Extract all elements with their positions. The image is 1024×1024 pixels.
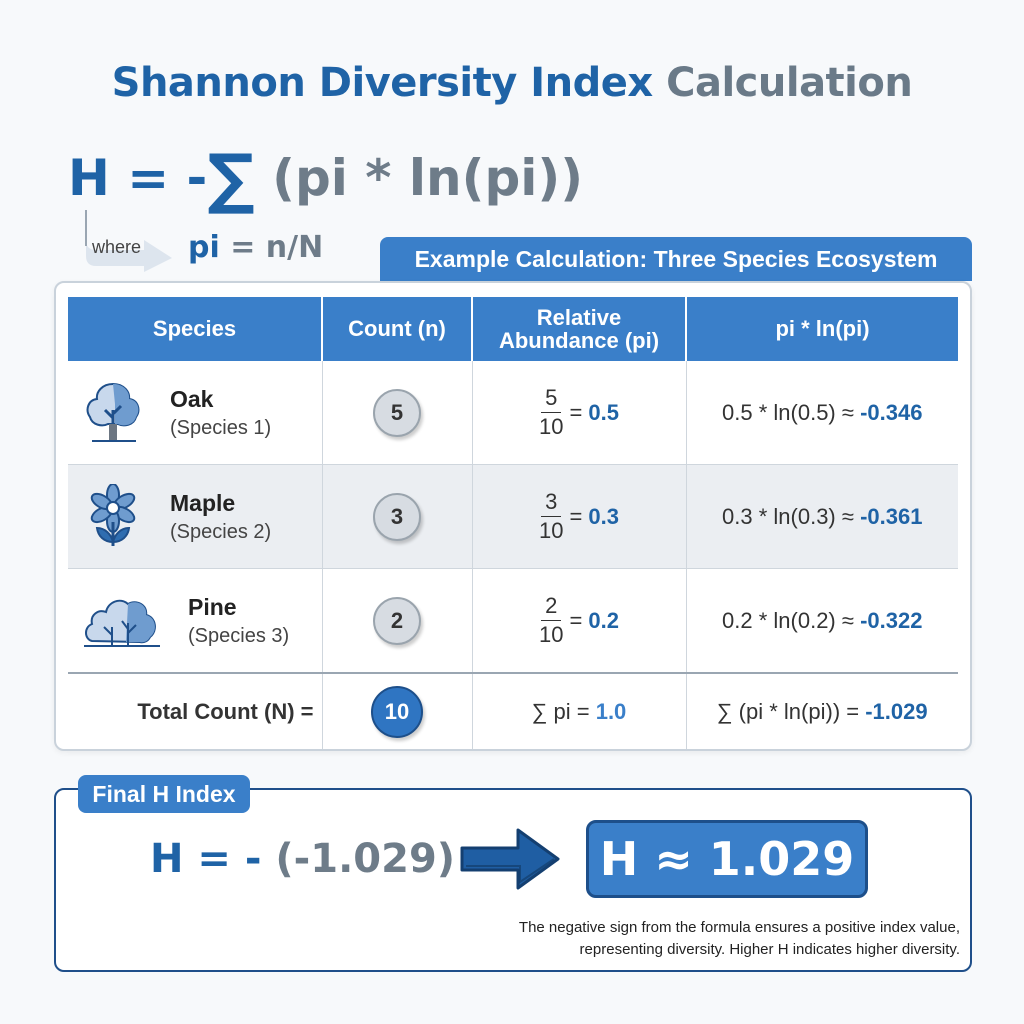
species-sublabel: (Species 2) [170,520,272,543]
calculation-table: Species Count (n) Relative Abundance (pi… [68,297,958,749]
count-badge: 5 [373,388,421,437]
title-secondary: Calculation [666,60,913,106]
header-product: pi * ln(pi) [686,297,958,361]
where-label: where [92,237,142,257]
species-cell: Oak (Species 1) [68,361,323,465]
product-value: -0.322 [860,607,923,633]
right-arrow-icon [460,828,560,890]
count-badge: 2 [373,596,421,645]
fraction: 3 10 [539,488,563,545]
fraction: 2 10 [539,592,563,649]
abundance-cell: 3 10 = 0.3 [472,464,687,569]
total-count-badge: 10 [371,685,423,738]
species-name: Oak [170,385,214,412]
title-main: Shannon Diversity Index [111,60,654,106]
fraction: 5 10 [539,384,563,441]
pi-definition-rhs: = n/N [219,230,324,265]
pi-value: 0.2 [588,607,620,633]
pi-sum-value: 1.0 [595,698,627,724]
fraction-numerator: 5 [541,384,562,413]
product-sum-label: ∑ (pi * ln(pi)) = [716,698,866,724]
fraction-denominator: 10 [538,414,564,439]
final-eq-lhs: H = - [150,836,276,882]
final-result-box: H ≈ 1.029 [586,820,868,898]
tree-icon [86,382,140,442]
total-label: Total Count (N) = [68,672,323,749]
abundance-cell: 2 10 = 0.2 [472,568,687,674]
note-line-1: The negative sign from the formula ensur… [518,919,960,936]
pi-sum-label: ∑ pi = [531,698,596,724]
table-row: Oak (Species 1) 5 5 10 = 0.5 0.5 * ln(0.5)… [68,361,958,465]
flower-icon [90,483,136,546]
note-line-2: representing diversity. Higher H indicat… [579,940,960,958]
pi-sum-cell: ∑ pi = 1.0 [472,672,687,749]
pi-symbol: pi [188,230,220,265]
example-title-tab: Example Calculation: Three Species Ecosy… [380,237,972,281]
species-name: Maple [170,489,236,516]
equals-sign: = 0.2 [569,607,620,633]
total-count-cell: 10 [322,672,473,749]
fraction-numerator: 2 [541,592,562,621]
table-header-row: Species Count (n) Relative Abundance (pi… [68,297,958,361]
product-value: -0.361 [860,503,923,529]
formula-lhs: H = - [68,149,208,207]
header-species: Species [68,297,323,361]
final-equation: H = - (-1.029) [150,836,455,882]
fraction-denominator: 10 [538,622,564,647]
equals-sign: = 0.3 [569,503,620,529]
shannon-formula: H = -∑ (pi * ln(pi)) [68,140,583,217]
abundance-cell: 5 10 = 0.5 [472,361,687,465]
product-expression: 0.2 * ln(0.2) ≈ [722,607,861,633]
species-cell: Maple (Species 2) [68,464,323,569]
fraction-denominator: 10 [538,518,564,543]
count-badge: 3 [373,492,421,541]
pi-value: 0.3 [588,503,620,529]
product-value: -0.346 [860,399,923,425]
table-row: Maple (Species 2) 3 3 10 = 0.3 0.3 * ln(0.… [68,464,958,569]
fraction-numerator: 3 [541,488,562,517]
product-cell: 0.5 * ln(0.5) ≈ -0.346 [686,361,958,465]
count-cell: 2 [322,568,473,674]
shrub-icon [84,599,160,647]
final-index-tab: Final H Index [78,775,250,813]
species-sublabel: (Species 1) [170,416,272,439]
product-expression: 0.3 * ln(0.3) ≈ [722,503,861,529]
header-count: Count (n) [322,297,473,361]
product-sum-cell: ∑ (pi * ln(pi)) = -1.029 [686,672,958,749]
product-expression: 0.5 * ln(0.5) ≈ [722,399,861,425]
sigma-symbol: ∑ [207,140,255,217]
equals-sign: = 0.5 [569,399,620,425]
species-sublabel: (Species 3) [188,624,290,647]
calculation-table-card: Species Count (n) Relative Abundance (pi… [54,281,972,751]
pi-definition: pi = n/N [188,230,323,265]
count-cell: 3 [322,464,473,569]
total-row: Total Count (N) = 10 ∑ pi = 1.0 ∑ (pi * … [68,672,958,749]
where-arrow-icon [85,210,172,272]
header-relative-abundance-label: Relative Abundance (pi) [498,304,660,353]
species-cell: Pine (Species 3) [68,568,323,674]
explanation-note: The negative sign from the formula ensur… [440,917,960,961]
pi-value: 0.5 [588,399,620,425]
formula-rhs: (pi * ln(pi)) [272,149,584,207]
table-row: Pine (Species 3) 2 2 10 = 0.2 0.2 * ln(0.2… [68,568,958,674]
product-cell: 0.2 * ln(0.2) ≈ -0.322 [686,568,958,674]
species-name: Pine [188,593,237,620]
count-cell: 5 [322,361,473,465]
page-title: Shannon Diversity Index Calculation [0,60,1024,106]
final-eq-value: (-1.029) [275,836,456,882]
product-sum-value: -1.029 [865,698,928,724]
product-cell: 0.3 * ln(0.3) ≈ -0.361 [686,464,958,569]
header-relative-abundance: Relative Abundance (pi) [472,297,687,361]
